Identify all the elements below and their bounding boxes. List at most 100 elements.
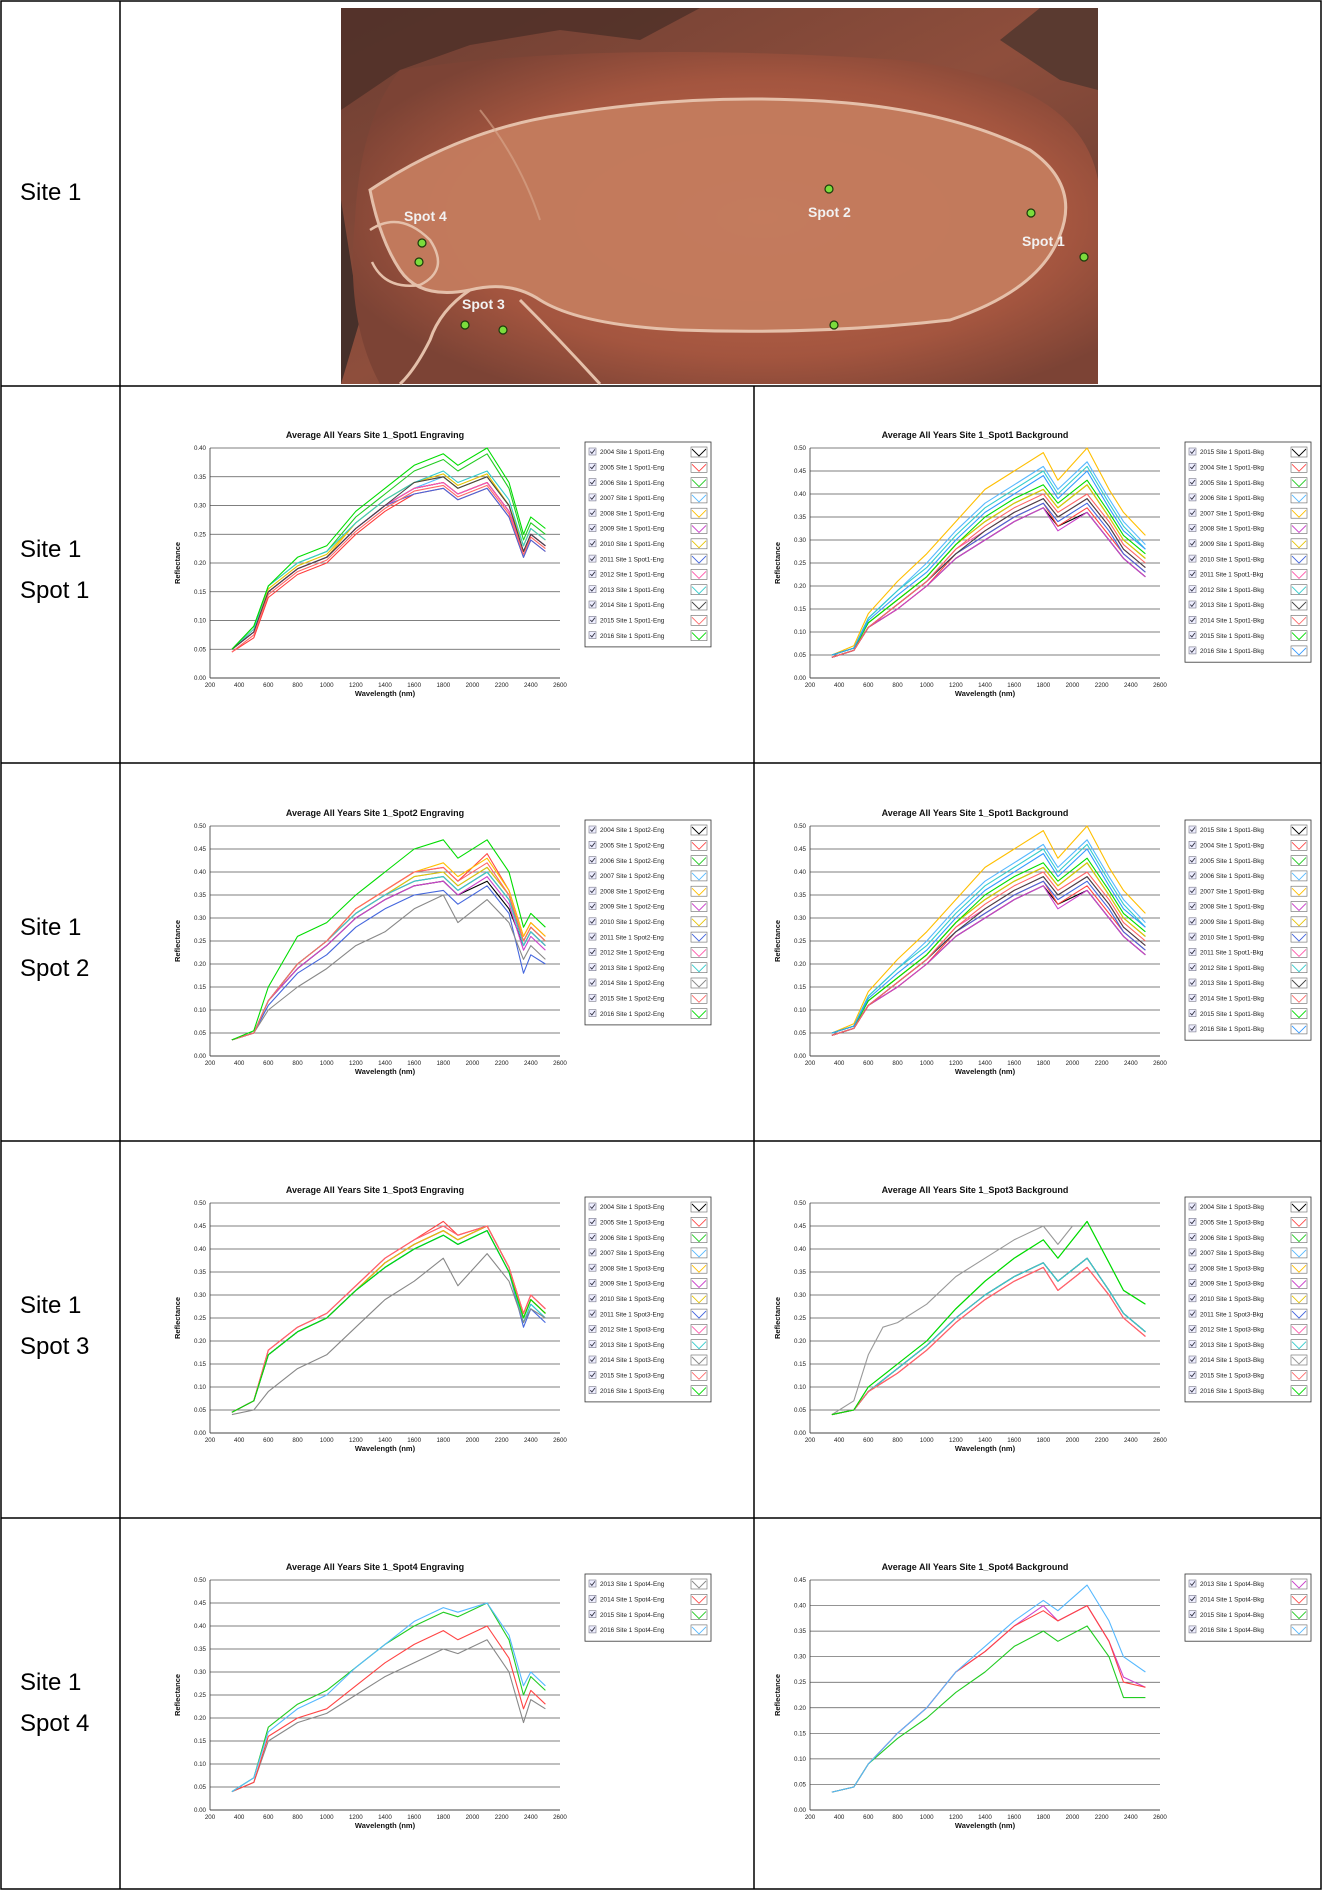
legend-checkbox[interactable] xyxy=(1188,462,1197,471)
legend-swatch-line xyxy=(691,632,707,641)
legend-checkbox[interactable] xyxy=(1188,1218,1197,1226)
legend-checkbox[interactable] xyxy=(1188,902,1197,910)
legend-checkbox[interactable] xyxy=(588,932,597,941)
legend-checkbox[interactable] xyxy=(1188,1309,1197,1318)
legend-checkbox[interactable] xyxy=(588,508,597,517)
legend-checkbox[interactable] xyxy=(1188,1625,1197,1634)
y-tick-label: 0.35 xyxy=(194,474,207,481)
legend-checkbox[interactable] xyxy=(1188,1595,1197,1603)
legend-checkbox[interactable] xyxy=(1188,856,1197,864)
legend-checkbox[interactable] xyxy=(1188,1024,1197,1033)
legend-checkbox[interactable] xyxy=(588,615,597,624)
series-line xyxy=(831,857,1146,1034)
legend-checkbox[interactable] xyxy=(1188,932,1197,941)
legend-checkbox[interactable] xyxy=(588,1263,597,1272)
legend xyxy=(1184,1196,1312,1403)
legend-checkbox[interactable] xyxy=(1188,554,1197,563)
legend-checkbox[interactable] xyxy=(1188,993,1197,1002)
x-tick-label: 1400 xyxy=(378,1814,392,1821)
legend-checkbox[interactable] xyxy=(1188,524,1197,532)
legend-checkbox[interactable] xyxy=(1188,631,1197,639)
legend-checkbox[interactable] xyxy=(588,585,597,594)
legend-checkbox[interactable] xyxy=(588,825,597,834)
legend-checkbox[interactable] xyxy=(588,1309,597,1318)
legend-checkbox[interactable] xyxy=(588,993,597,1002)
legend-checkbox[interactable] xyxy=(1188,963,1197,972)
legend-checkbox[interactable] xyxy=(1188,585,1197,594)
legend-swatch xyxy=(1290,1023,1308,1035)
legend-checkbox[interactable] xyxy=(588,856,597,864)
legend-checkbox[interactable] xyxy=(588,1233,597,1241)
legend-swatch xyxy=(1290,1385,1308,1396)
legend-checkbox[interactable] xyxy=(588,917,597,926)
legend-checkbox[interactable] xyxy=(1188,1371,1197,1379)
legend-checkbox[interactable] xyxy=(588,554,597,563)
legend-checkbox[interactable] xyxy=(588,600,597,609)
legend-checkbox[interactable] xyxy=(1188,493,1197,502)
legend-checkbox[interactable] xyxy=(1188,1279,1197,1287)
legend-checkbox[interactable] xyxy=(588,886,597,895)
legend-checkbox[interactable] xyxy=(588,462,597,471)
legend-checkbox[interactable] xyxy=(1188,1009,1197,1017)
legend-checkbox[interactable] xyxy=(1188,1202,1197,1211)
legend-checkbox[interactable] xyxy=(588,1625,597,1634)
legend-checkbox[interactable] xyxy=(588,447,597,456)
legend-checkbox[interactable] xyxy=(588,840,597,849)
legend-checkbox[interactable] xyxy=(1188,600,1197,609)
legend-checkbox[interactable] xyxy=(1188,840,1197,849)
legend-checkbox[interactable] xyxy=(588,1325,597,1333)
legend-checkbox[interactable] xyxy=(1188,447,1197,456)
legend-checkbox[interactable] xyxy=(588,1595,597,1603)
legend-checkbox[interactable] xyxy=(588,1218,597,1226)
y-tick-label: 0.40 xyxy=(794,1246,807,1253)
legend-checkbox[interactable] xyxy=(588,1340,597,1348)
legend-checkbox[interactable] xyxy=(588,539,597,548)
legend-checkbox[interactable] xyxy=(588,1279,597,1287)
legend-checkbox[interactable] xyxy=(1188,1248,1197,1257)
legend-checkbox[interactable] xyxy=(588,524,597,532)
legend-checkbox[interactable] xyxy=(588,478,597,486)
legend-label: 2012 Site 1 Spot1-Eng xyxy=(600,572,665,579)
legend-checkbox[interactable] xyxy=(588,1009,597,1017)
legend-checkbox[interactable] xyxy=(1188,1579,1197,1588)
legend-checkbox[interactable] xyxy=(1188,615,1197,624)
legend-checkbox[interactable] xyxy=(1188,1610,1197,1618)
legend-checkbox[interactable] xyxy=(1188,917,1197,926)
legend-checkbox[interactable] xyxy=(1188,886,1197,895)
legend-checkbox[interactable] xyxy=(588,1355,597,1364)
legend-checkbox[interactable] xyxy=(1188,825,1197,834)
legend-checkbox[interactable] xyxy=(588,631,597,639)
legend-checkbox[interactable] xyxy=(588,1386,597,1394)
legend-checkbox[interactable] xyxy=(1188,1355,1197,1364)
legend-checkbox[interactable] xyxy=(1188,539,1197,548)
legend-checkbox[interactable] xyxy=(1188,570,1197,578)
legend-checkbox[interactable] xyxy=(588,1610,597,1618)
legend-checkbox[interactable] xyxy=(1188,978,1197,987)
legend-checkbox[interactable] xyxy=(588,902,597,910)
legend-checkbox[interactable] xyxy=(1188,1340,1197,1348)
legend-checkbox[interactable] xyxy=(1188,478,1197,486)
legend-checkbox[interactable] xyxy=(588,1294,597,1303)
legend-swatch-line xyxy=(1291,1025,1307,1034)
legend-checkbox[interactable] xyxy=(588,1202,597,1211)
legend-checkbox[interactable] xyxy=(1188,1325,1197,1333)
series-line xyxy=(231,453,546,650)
legend-checkbox[interactable] xyxy=(588,1579,597,1588)
legend-checkbox[interactable] xyxy=(588,963,597,972)
legend-checkbox[interactable] xyxy=(1188,871,1197,880)
legend-checkbox[interactable] xyxy=(1188,508,1197,517)
legend-checkbox[interactable] xyxy=(1188,948,1197,956)
legend-checkbox[interactable] xyxy=(588,493,597,502)
legend-checkbox[interactable] xyxy=(1188,646,1197,655)
legend-checkbox[interactable] xyxy=(1188,1233,1197,1241)
legend-checkbox[interactable] xyxy=(1188,1294,1197,1303)
legend-checkbox[interactable] xyxy=(1188,1263,1197,1272)
legend-checkbox[interactable] xyxy=(588,871,597,880)
legend-checkbox[interactable] xyxy=(1188,1386,1197,1394)
legend-checkbox[interactable] xyxy=(588,978,597,987)
legend-checkbox[interactable] xyxy=(588,570,597,578)
series-line xyxy=(231,1625,546,1793)
legend-checkbox[interactable] xyxy=(588,1371,597,1379)
legend-checkbox[interactable] xyxy=(588,948,597,956)
legend-checkbox[interactable] xyxy=(588,1248,597,1257)
